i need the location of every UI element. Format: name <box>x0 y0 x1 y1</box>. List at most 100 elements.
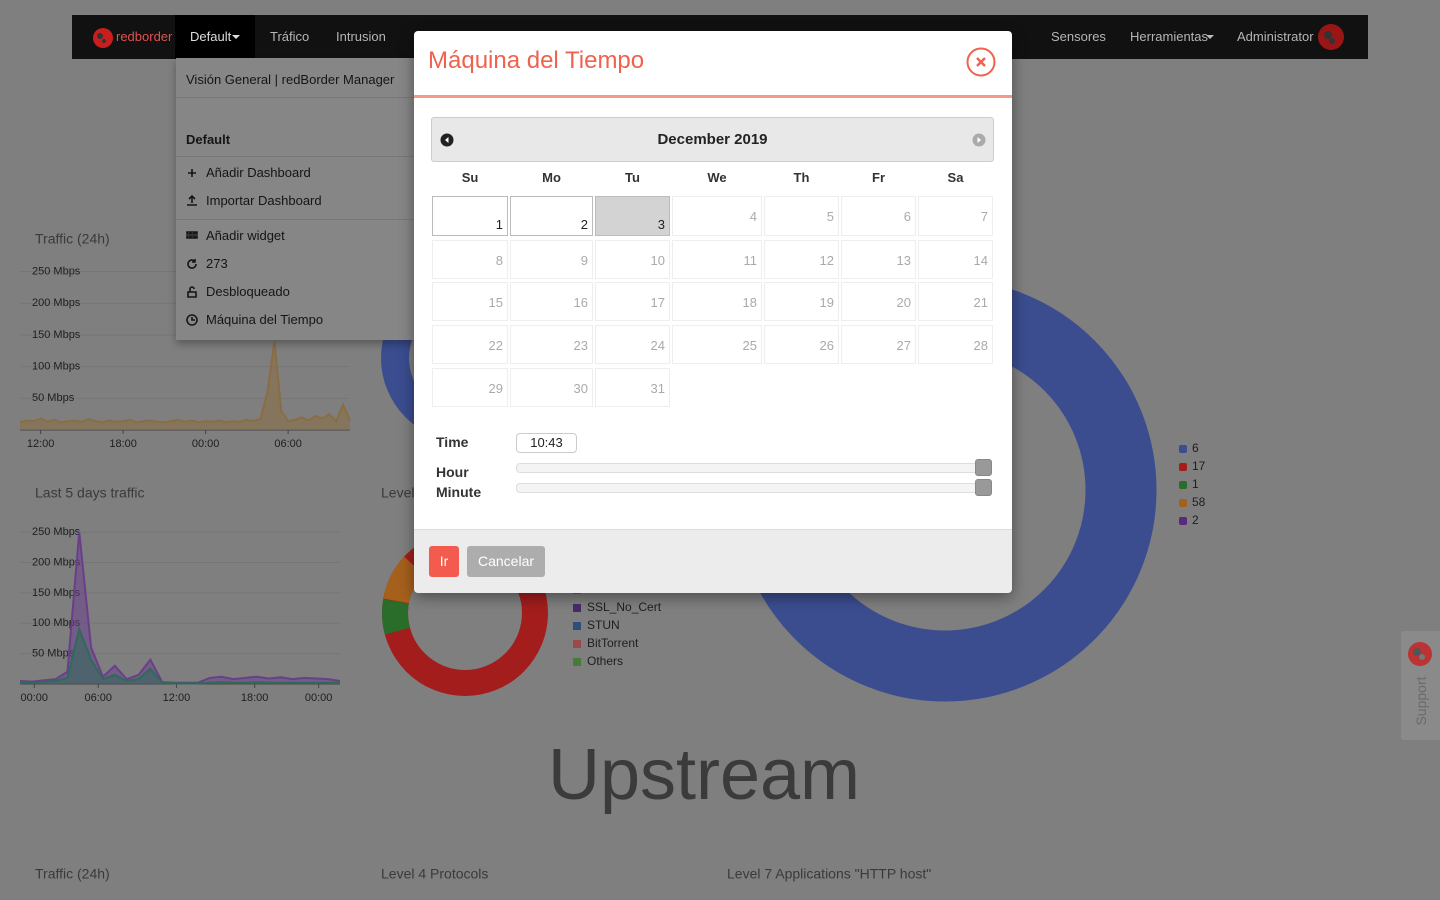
day-cell: 14 <box>918 240 993 279</box>
y-tick-label: 150 Mbps <box>32 329 81 341</box>
menu-icon <box>186 314 198 326</box>
ok-button[interactable]: Ir <box>429 546 459 577</box>
line <box>19 626 340 685</box>
day-cell: 25 <box>672 325 762 364</box>
weekday: Th <box>793 170 810 185</box>
widget-title: Level 4 Protocols <box>381 866 488 882</box>
close-button[interactable] <box>966 47 996 77</box>
caret <box>232 35 240 39</box>
time-label: Time <box>436 434 469 450</box>
nav-item[interactable]: Default <box>190 29 232 44</box>
support-tab[interactable]: Support <box>1401 631 1440 740</box>
day-cell: 4 <box>672 196 762 236</box>
x-tick-label: 18:00 <box>109 438 137 450</box>
slider-handle[interactable] <box>975 479 992 496</box>
time-value: 10:43 <box>516 433 577 453</box>
day-cell: 12 <box>764 240 839 279</box>
day-cell: 20 <box>841 282 916 321</box>
day-cell: 9 <box>510 240 593 279</box>
icon-shape <box>187 286 197 298</box>
hour-label: Hour <box>436 464 469 480</box>
x-tick-label: 06:00 <box>84 692 112 704</box>
menu-item[interactable]: Desbloqueado <box>206 284 290 299</box>
x-tick-label: 00:00 <box>305 692 333 704</box>
x-tick-label: 12:00 <box>163 692 191 704</box>
day-cell: 28 <box>918 325 993 364</box>
modal-title: Máquina del Tiempo <box>428 47 645 74</box>
widget-title: Level 7 Applications "HTTP host" <box>727 866 931 882</box>
logo <box>93 28 113 48</box>
y-tick-label: 250 Mbps <box>32 526 81 538</box>
icon-shape <box>186 231 198 239</box>
day-cell[interactable]: 3 <box>595 196 670 236</box>
legend-label: 58 <box>1192 495 1206 509</box>
legend-label: 17 <box>1192 459 1206 473</box>
divider <box>176 156 414 157</box>
legend-label: 2 <box>1192 513 1199 527</box>
menu-icon <box>187 259 197 269</box>
icon-shape <box>188 169 196 177</box>
y-tick-label: 200 Mbps <box>32 556 81 568</box>
nav-item[interactable]: Sensores <box>1051 29 1106 44</box>
y-tick-label: 250 Mbps <box>32 266 81 278</box>
menu-item[interactable]: Añadir widget <box>206 228 285 243</box>
hour-slider[interactable] <box>516 463 992 473</box>
day-cell: 17 <box>595 282 670 321</box>
next-month[interactable] <box>972 133 986 147</box>
menu-icon <box>187 195 197 206</box>
day-cell: 31 <box>595 368 670 407</box>
day-cell[interactable]: 1 <box>432 196 508 236</box>
day-cell: 24 <box>595 325 670 364</box>
minute-slider[interactable] <box>516 483 992 493</box>
day-cell: 15 <box>432 282 508 321</box>
cancel-button[interactable]: Cancelar <box>467 546 545 577</box>
avatar[interactable] <box>1317 23 1345 51</box>
legend-label: 6 <box>1192 441 1199 455</box>
menu-item[interactable]: Importar Dashboard <box>206 193 322 208</box>
day-cell: 26 <box>764 325 839 364</box>
legend-swatch <box>573 604 581 612</box>
day-cell: 8 <box>432 240 508 279</box>
legend-swatch <box>1179 499 1187 507</box>
weekday: Tu <box>625 170 640 185</box>
day-cell: 19 <box>764 282 839 321</box>
legend-swatch <box>1179 463 1187 471</box>
widget-title: Last 5 days traffic <box>35 485 144 501</box>
weekday: Fr <box>872 170 885 185</box>
slider-handle[interactable] <box>975 459 992 476</box>
y-tick-label: 50 Mbps <box>32 648 75 660</box>
legend-swatch <box>1179 517 1187 525</box>
day-cell: 16 <box>510 282 593 321</box>
y-tick-label: 100 Mbps <box>32 617 81 629</box>
y-tick-label: 200 Mbps <box>32 297 81 309</box>
y-tick-label: 100 Mbps <box>32 361 81 373</box>
legend-swatch <box>573 622 581 630</box>
widget-title: Level <box>381 485 414 501</box>
dropdown-header: Visión General | redBorder Manager <box>186 72 395 87</box>
brand[interactable]: redborder <box>116 29 173 44</box>
prev-month[interactable] <box>440 133 454 147</box>
day-cell: 11 <box>672 240 762 279</box>
menu-item[interactable]: 273 <box>206 256 228 271</box>
nav-item[interactable]: Tráfico <box>270 29 310 44</box>
area <box>20 629 340 684</box>
day-cell: 27 <box>841 325 916 364</box>
nav-item[interactable]: Herramientas <box>1130 29 1209 44</box>
icon-shape <box>187 195 197 206</box>
day-cell: 29 <box>432 368 508 407</box>
legend-swatch <box>573 640 581 648</box>
menu-item[interactable]: Añadir Dashboard <box>206 165 311 180</box>
x-tick-label: 00:00 <box>20 692 48 704</box>
nav-item[interactable]: Administrator <box>1237 29 1314 44</box>
day-cell[interactable]: 2 <box>510 196 593 236</box>
legend-label: SSL_No_Cert <box>587 600 662 614</box>
nav-item[interactable]: Intrusion <box>336 29 386 44</box>
weekday: Sa <box>947 170 964 185</box>
widget-title: Traffic (24h) <box>35 866 110 882</box>
menu-item[interactable]: Máquina del Tiempo <box>206 312 324 327</box>
time-machine-modal: Máquina del Tiempo December 2019 Time 10… <box>414 31 1012 593</box>
active-tab <box>175 15 255 59</box>
x-tick-label: 18:00 <box>241 692 269 704</box>
day-cell: 21 <box>918 282 993 321</box>
